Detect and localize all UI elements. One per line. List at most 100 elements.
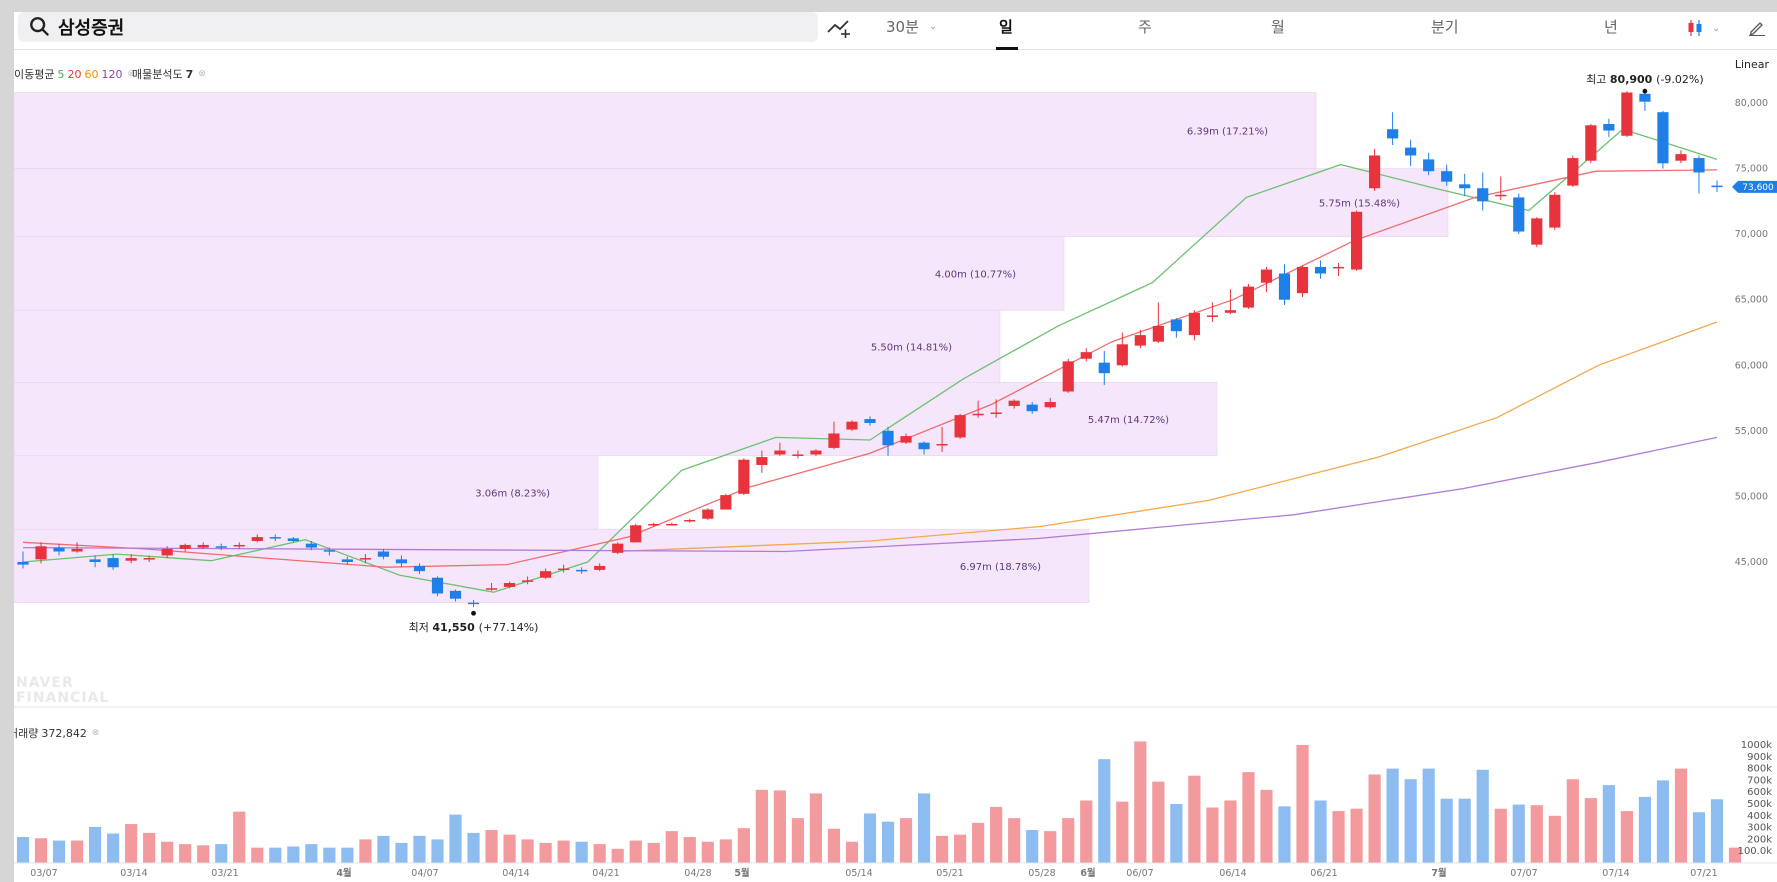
candle-body — [341, 559, 353, 562]
search-box[interactable]: 삼성증권 — [18, 12, 818, 42]
candle — [1206, 302, 1218, 323]
tab-period-month[interactable]: 월 — [1271, 18, 1285, 36]
volume-bar — [1422, 768, 1435, 863]
tab-period-day[interactable]: 일 — [999, 18, 1013, 36]
volume-bar — [1152, 781, 1165, 863]
candle-body — [1441, 171, 1453, 182]
scale-type-label[interactable]: Linear — [1734, 58, 1769, 71]
minute-period-label: 30분 — [886, 18, 919, 36]
candle — [828, 421, 840, 450]
x-axis-label: 05/14 — [845, 868, 872, 879]
tab-period-year[interactable]: 년 — [1604, 18, 1618, 36]
volume-profile-legend[interactable]: 매물분석도 7 ⊗ — [132, 66, 206, 82]
volume-bar — [611, 848, 624, 863]
candle — [702, 508, 714, 521]
candle — [1170, 318, 1182, 338]
candle-body — [1350, 211, 1363, 270]
candle-body — [810, 450, 822, 455]
candle — [1314, 260, 1327, 279]
volume-bar — [1242, 772, 1255, 863]
price-axis-label: 80,000 — [1735, 98, 1768, 109]
watermark-logo: NAVER FINANCIAL — [16, 675, 109, 706]
candle-body — [1387, 129, 1399, 139]
candle-body — [359, 558, 371, 560]
candle — [648, 522, 660, 527]
volume-bar — [1044, 831, 1057, 863]
x-axis-label: 03/21 — [211, 868, 238, 879]
candle-body — [540, 571, 552, 578]
volume-bar — [34, 838, 48, 863]
candle — [125, 554, 137, 564]
candle-body — [774, 450, 786, 455]
volume-bar — [593, 844, 606, 863]
candle-body — [648, 523, 660, 526]
candle — [71, 542, 83, 553]
candles-layer — [17, 91, 1723, 608]
candle-body — [269, 537, 281, 539]
x-axis-label: 07/14 — [1602, 868, 1629, 879]
candle — [846, 420, 858, 431]
candle-body — [395, 559, 408, 564]
tab-period-week[interactable]: 주 — [1138, 18, 1152, 36]
candle — [179, 543, 191, 552]
candle-body — [143, 558, 155, 560]
candle — [1224, 289, 1237, 315]
volume-bar — [1026, 829, 1039, 863]
chart-canvas[interactable]: 6.39m (17.21%) 5.75m (15.48%) 4.00m (10.77… — [14, 12, 1777, 882]
minute-period-select[interactable]: 30분 ⌄ — [886, 16, 937, 37]
volume-bar — [521, 839, 534, 863]
candle — [1080, 348, 1092, 362]
ma-legend[interactable]: 이동평균 5 20 60 120 ⊗ — [14, 66, 135, 82]
candle-body — [576, 569, 588, 572]
volume-value: 372,842 — [41, 726, 87, 740]
drawing-tool-icon[interactable] — [826, 16, 852, 38]
candle-body — [1008, 400, 1020, 406]
x-axis-label: 04/21 — [592, 868, 619, 879]
close-icon[interactable]: ⊗ — [91, 728, 100, 738]
chart-app: 6.39m (17.21%) 5.75m (15.48%) 4.00m (10.77… — [14, 12, 1777, 882]
chart-type-select[interactable]: ⌄ — [1686, 18, 1720, 38]
candle-body — [413, 565, 426, 572]
candle-body — [630, 525, 642, 543]
pencil-icon — [1749, 22, 1765, 36]
candle — [1369, 148, 1381, 191]
candle — [954, 413, 966, 439]
edit-icon[interactable] — [1748, 18, 1766, 36]
candle-body — [1044, 402, 1056, 408]
candle — [449, 589, 462, 602]
price-axis-label: 70,000 — [1735, 229, 1768, 240]
candle-body — [1080, 352, 1092, 359]
tab-period-quarter[interactable]: 분기 — [1431, 18, 1459, 36]
price-axis-label: 65,000 — [1735, 295, 1768, 306]
volume-bar — [377, 835, 390, 863]
candle — [431, 576, 444, 597]
candle-body — [918, 442, 930, 450]
volume-bar — [485, 829, 498, 863]
volume-bar — [629, 840, 642, 863]
search-input-value[interactable]: 삼성증권 — [58, 18, 125, 39]
volume-bar — [1206, 807, 1219, 863]
volume-profile-label: 6.39m (17.21%) — [1187, 127, 1268, 138]
candle — [485, 582, 498, 591]
volume-legend: 거래량 372,842 ⊗ — [14, 725, 99, 741]
candle — [774, 442, 786, 456]
candle-body — [71, 548, 83, 552]
candle — [1098, 350, 1110, 385]
x-axis-label: 06/21 — [1310, 868, 1337, 879]
candle — [53, 543, 65, 556]
candle-body — [1369, 155, 1381, 189]
candle-body — [936, 443, 948, 446]
close-icon[interactable]: ⊗ — [198, 69, 206, 79]
volume-bar — [1656, 780, 1670, 863]
volume-bar — [197, 845, 210, 863]
volume-bar — [1476, 769, 1489, 863]
candle — [594, 563, 606, 572]
close-icon[interactable]: ⊗ — [127, 69, 136, 79]
volume-bar — [1080, 800, 1093, 863]
candle-body — [954, 415, 966, 438]
x-axis-label: 03/07 — [30, 868, 57, 879]
volume-bar — [863, 813, 877, 863]
volume-bar — [1188, 775, 1201, 863]
candle — [1405, 139, 1417, 166]
candle-body — [1513, 197, 1525, 232]
